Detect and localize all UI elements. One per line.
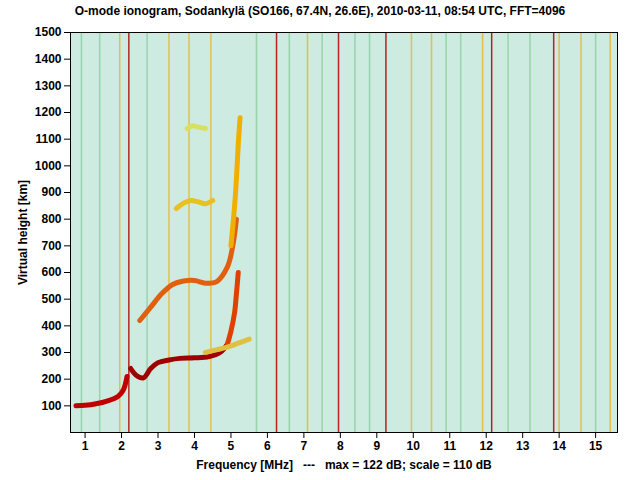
svg-text:600: 600 xyxy=(41,265,61,279)
svg-text:1000: 1000 xyxy=(35,159,62,173)
svg-text:1: 1 xyxy=(82,439,89,453)
svg-text:300: 300 xyxy=(41,345,61,359)
svg-text:400: 400 xyxy=(41,319,61,333)
svg-text:1500: 1500 xyxy=(35,25,62,39)
svg-text:10: 10 xyxy=(407,439,421,453)
svg-text:200: 200 xyxy=(41,372,61,386)
svg-text:1300: 1300 xyxy=(35,79,62,93)
svg-text:4: 4 xyxy=(191,439,198,453)
svg-text:1100: 1100 xyxy=(35,132,61,146)
svg-text:1200: 1200 xyxy=(35,105,62,119)
svg-text:500: 500 xyxy=(41,292,61,306)
svg-text:7: 7 xyxy=(301,439,308,453)
svg-text:2: 2 xyxy=(118,439,125,453)
svg-text:13: 13 xyxy=(516,439,530,453)
svg-text:Virtual height [km]: Virtual height [km] xyxy=(16,180,30,285)
svg-text:Frequency [MHz] --- max =: Frequency [MHz] --- max = 122 dB; scale … xyxy=(196,458,492,472)
svg-text:100: 100 xyxy=(41,399,61,413)
svg-text:700: 700 xyxy=(41,239,61,253)
svg-text:1400: 1400 xyxy=(35,52,62,66)
svg-text:11: 11 xyxy=(443,439,456,453)
svg-text:15: 15 xyxy=(589,439,603,453)
svg-text:14: 14 xyxy=(552,439,566,453)
svg-text:9: 9 xyxy=(373,439,380,453)
svg-text:800: 800 xyxy=(41,212,61,226)
svg-text:8: 8 xyxy=(337,439,344,453)
svg-text:3: 3 xyxy=(155,439,162,453)
svg-text:900: 900 xyxy=(41,185,61,199)
svg-text:5: 5 xyxy=(228,439,235,453)
html-text:O-mode ionogram, Sodankylä (SO: O-mode ionogram, Sodankylä (SO166, 67.4N… xyxy=(74,4,566,18)
svg-text:6: 6 xyxy=(264,439,271,453)
svg-text:12: 12 xyxy=(480,439,494,453)
